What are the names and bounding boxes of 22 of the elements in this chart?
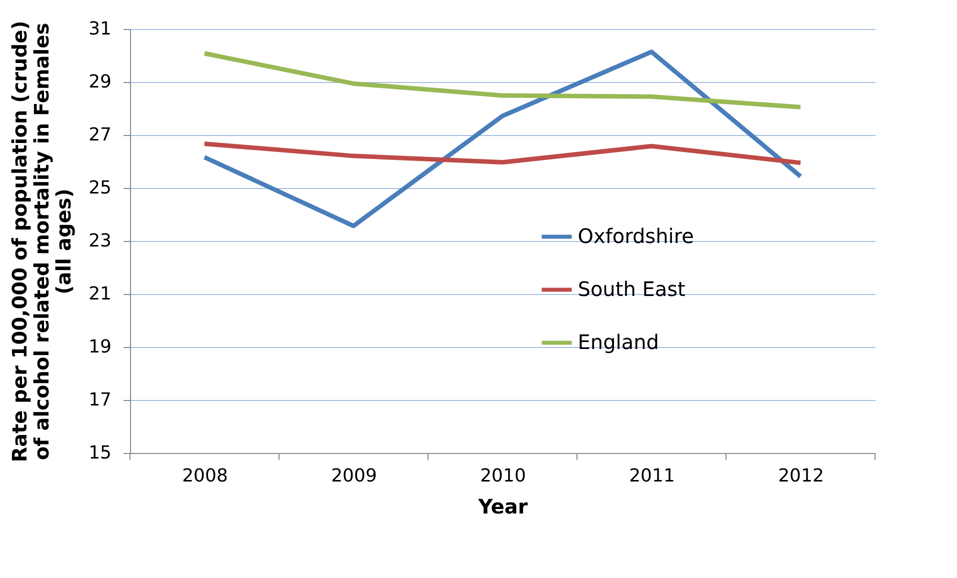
y-tick-label: 29: [88, 72, 112, 92]
x-tick-label: 2012: [778, 466, 824, 486]
y-tick-label: 15: [88, 442, 112, 464]
line-series: [202, 50, 803, 228]
line-series: [202, 51, 803, 110]
line-series: [202, 141, 803, 166]
x-tick-label: 2010: [480, 466, 526, 486]
y-tick-label: 23: [88, 230, 112, 252]
x-tick-label: 2009: [331, 466, 377, 486]
y-tick-label: 19: [88, 336, 112, 358]
legend-label: Oxfordshire: [578, 224, 694, 248]
y-tick-label: 25: [88, 178, 112, 198]
legend-label: England: [578, 330, 659, 354]
y-axis-title: Rate per 100,000 of population (crude) of alcohol related mortality in Females (all ages): [8, 20, 76, 462]
y-tick-label: 31: [88, 18, 112, 40]
x-tick-label: 2008: [182, 466, 228, 486]
x-axis-title: Year: [477, 494, 528, 518]
legend-label: South East: [578, 276, 686, 301]
y-tick-label: 17: [88, 390, 112, 410]
x-tick-label: 2011: [629, 466, 675, 486]
y-tick-label: 27: [88, 124, 112, 146]
y-tick-label: 21: [88, 284, 112, 304]
